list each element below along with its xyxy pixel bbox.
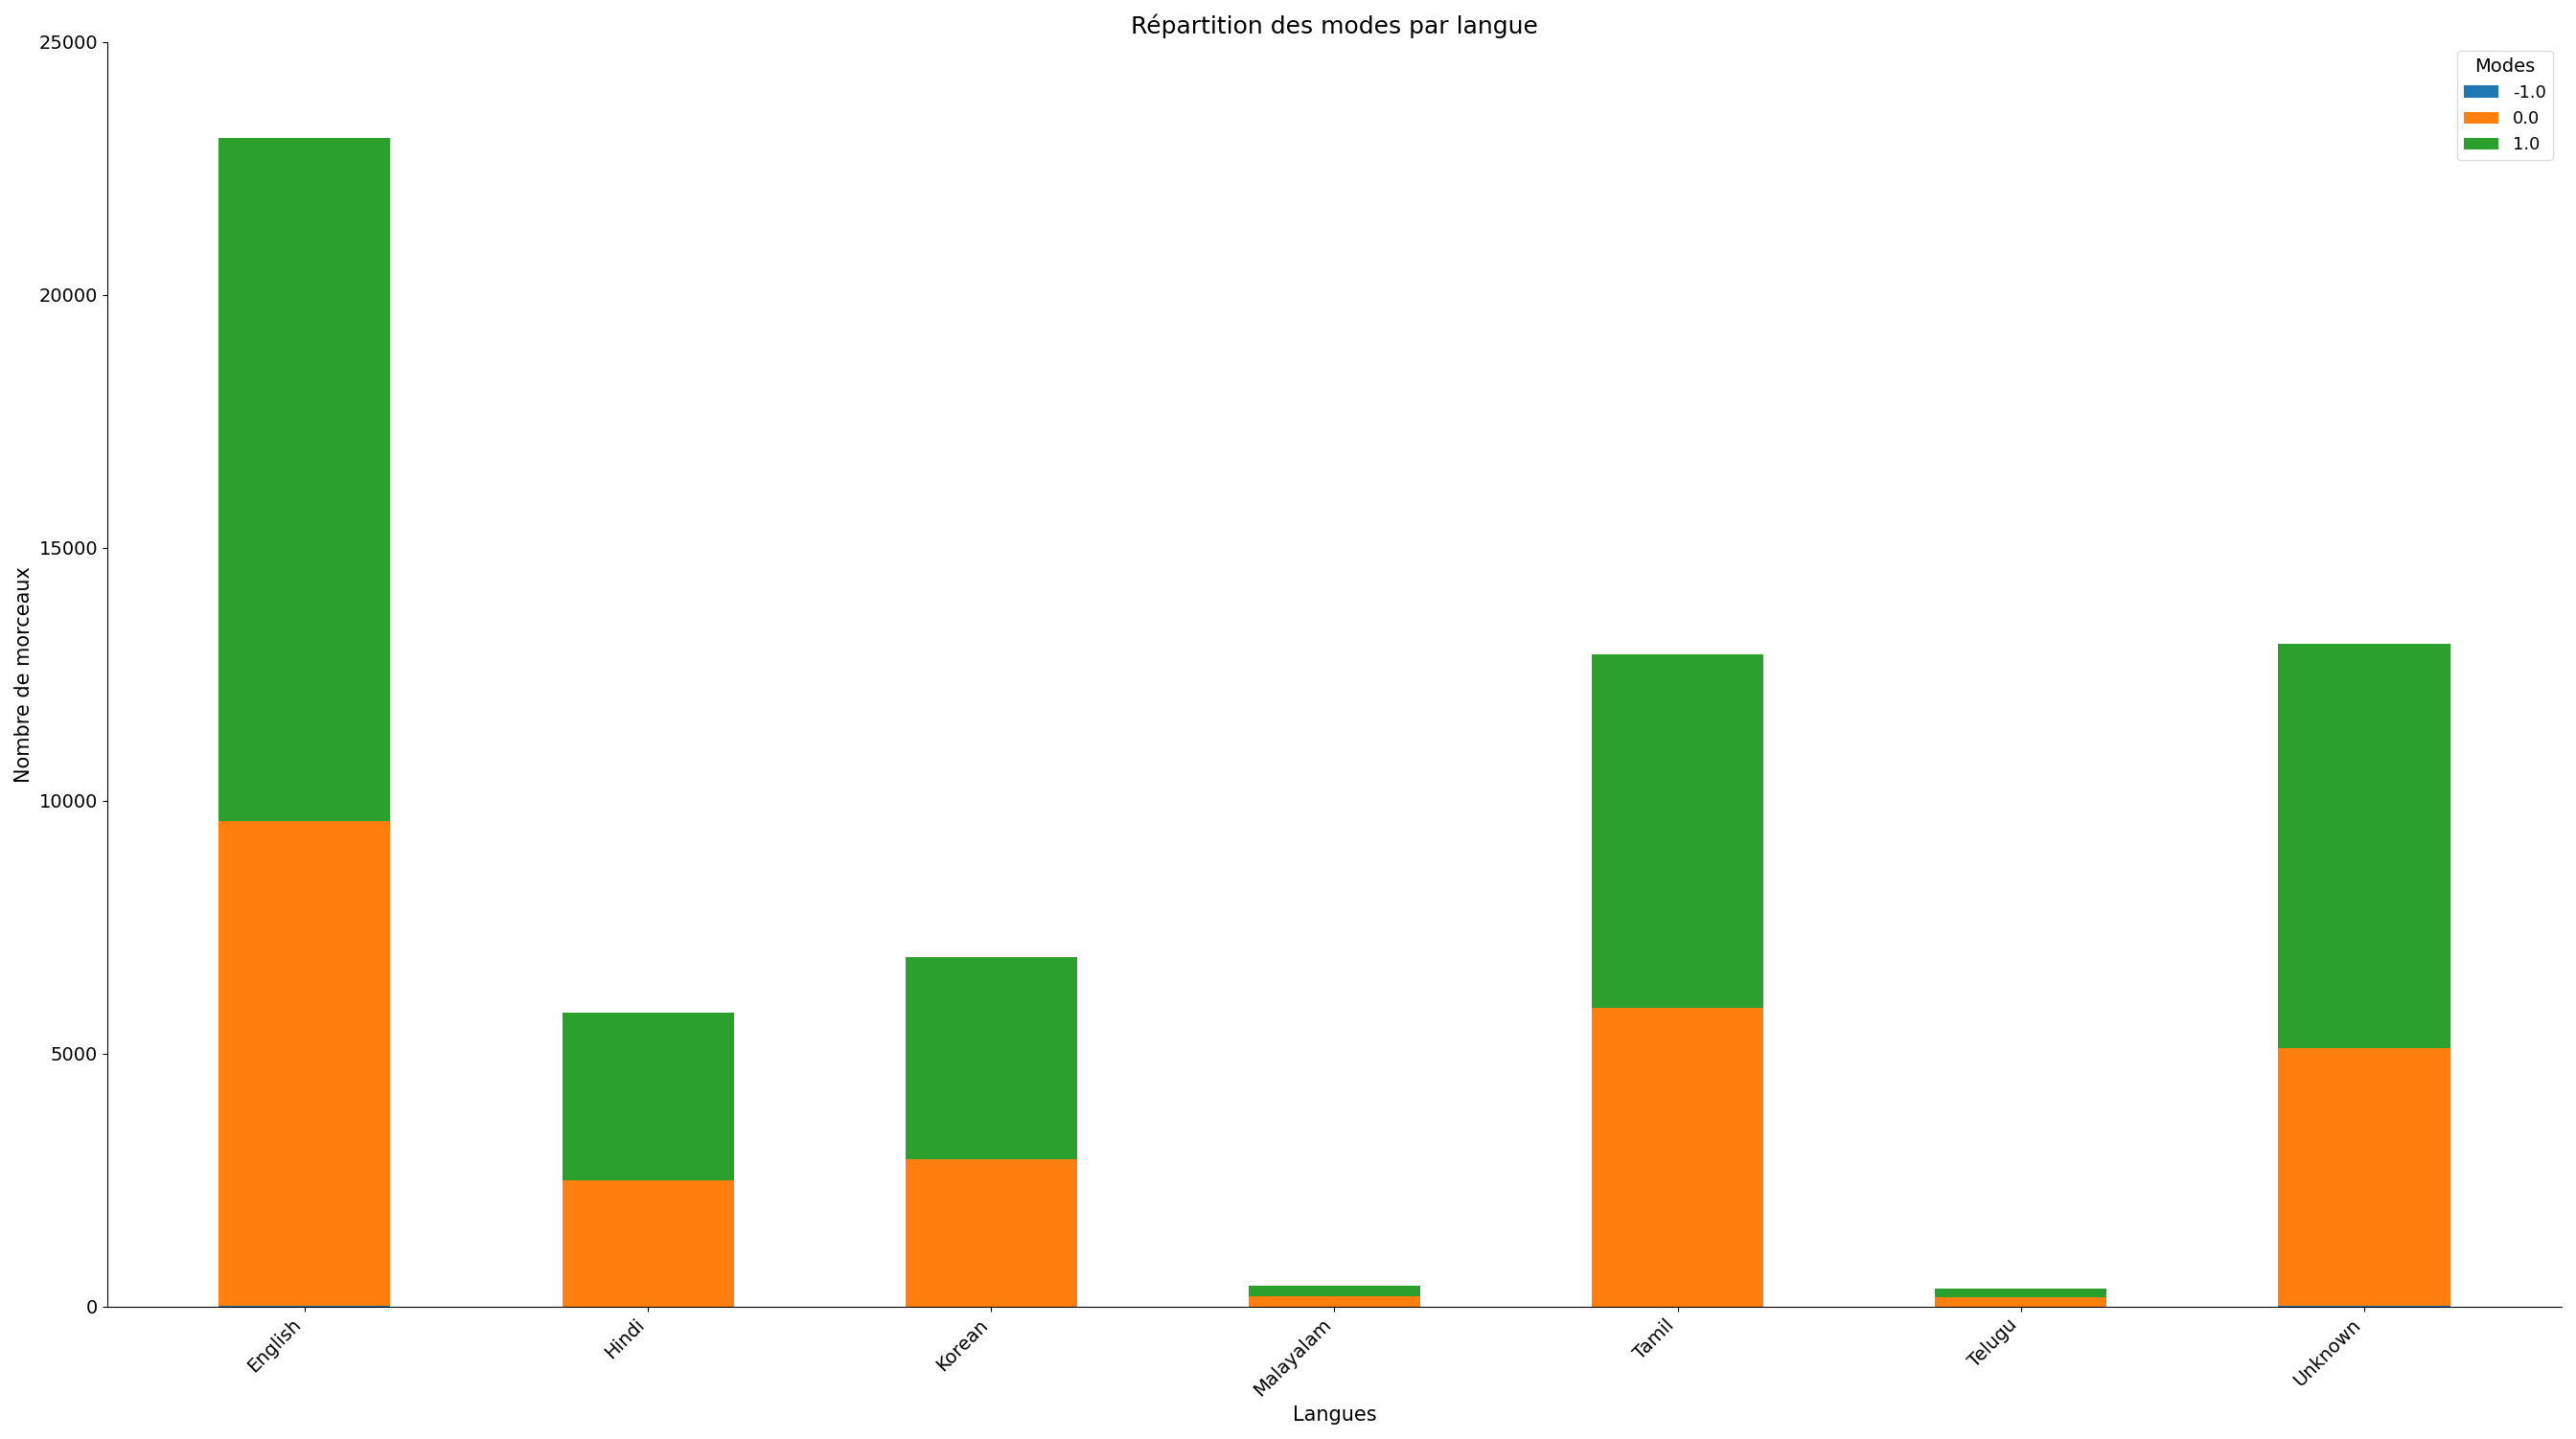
Bar xyxy=(562,1013,734,1180)
Bar xyxy=(562,1180,734,1307)
Bar xyxy=(1592,1007,1765,1307)
Bar xyxy=(1935,1298,2107,1307)
X-axis label: Langues: Langues xyxy=(1293,1406,1376,1425)
Y-axis label: Nombre de morceaux: Nombre de morceaux xyxy=(15,566,33,783)
Bar xyxy=(219,820,392,1307)
Bar xyxy=(2277,1049,2450,1307)
Bar xyxy=(1249,1297,1419,1307)
Title: Répartition des modes par langue: Répartition des modes par langue xyxy=(1131,14,1538,39)
Bar xyxy=(904,1160,1077,1307)
Legend: -1.0, 0.0, 1.0: -1.0, 0.0, 1.0 xyxy=(2458,50,2553,160)
Bar xyxy=(219,138,392,820)
Bar xyxy=(2277,643,2450,1049)
Bar xyxy=(1249,1286,1419,1297)
Bar xyxy=(1935,1289,2107,1298)
Bar xyxy=(1592,653,1765,1007)
Bar xyxy=(904,957,1077,1160)
